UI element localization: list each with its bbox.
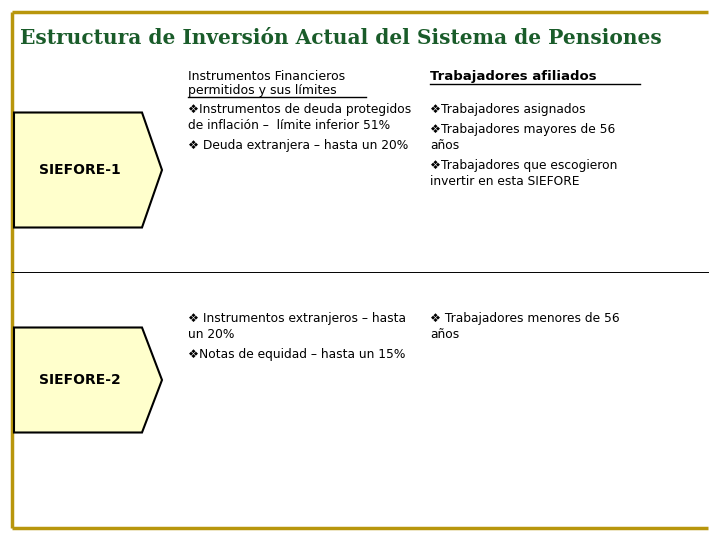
Text: ❖ Trabajadores menores de 56: ❖ Trabajadores menores de 56 xyxy=(430,312,620,325)
Text: años: años xyxy=(430,328,459,341)
Polygon shape xyxy=(14,327,162,433)
Text: años: años xyxy=(430,139,459,152)
Text: Estructura de Inversión Actual del Sistema de Pensiones: Estructura de Inversión Actual del Siste… xyxy=(20,28,662,48)
Text: un 20%: un 20% xyxy=(188,328,235,341)
Text: Trabajadores afiliados: Trabajadores afiliados xyxy=(430,70,597,83)
Text: ❖Trabajadores que escogieron: ❖Trabajadores que escogieron xyxy=(430,159,617,172)
Text: ❖Trabajadores asignados: ❖Trabajadores asignados xyxy=(430,103,585,116)
Text: ❖Instrumentos de deuda protegidos: ❖Instrumentos de deuda protegidos xyxy=(188,103,411,116)
Text: de inflación –  límite inferior 51%: de inflación – límite inferior 51% xyxy=(188,119,390,132)
Text: permitidos y sus límites: permitidos y sus límites xyxy=(188,84,337,97)
Text: SIEFORE-2: SIEFORE-2 xyxy=(39,373,121,387)
Text: ❖Trabajadores mayores de 56: ❖Trabajadores mayores de 56 xyxy=(430,123,616,136)
Text: ❖Notas de equidad – hasta un 15%: ❖Notas de equidad – hasta un 15% xyxy=(188,348,405,361)
Polygon shape xyxy=(14,112,162,227)
Text: ❖ Deuda extranjera – hasta un 20%: ❖ Deuda extranjera – hasta un 20% xyxy=(188,139,408,152)
Text: SIEFORE-1: SIEFORE-1 xyxy=(39,163,121,177)
Text: Instrumentos Financieros: Instrumentos Financieros xyxy=(188,70,345,83)
Text: invertir en esta SIEFORE: invertir en esta SIEFORE xyxy=(430,175,580,188)
Text: ❖ Instrumentos extranjeros – hasta: ❖ Instrumentos extranjeros – hasta xyxy=(188,312,406,325)
